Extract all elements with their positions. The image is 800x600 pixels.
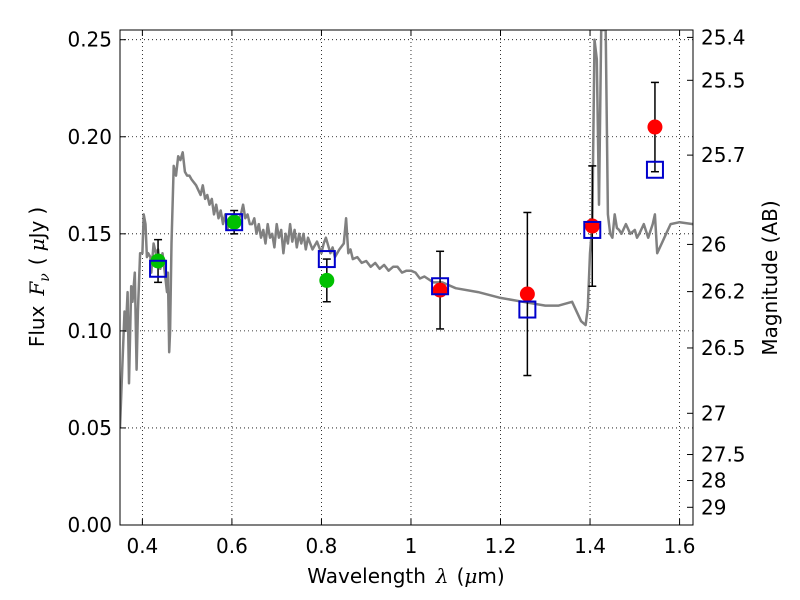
magnitude-tick-label: 27 bbox=[701, 401, 726, 425]
model-photometry-square bbox=[431, 277, 450, 296]
observed-point-red bbox=[432, 282, 448, 298]
y-axis-ticks: 0.00 0.05 0.10 0.15 0.20 0.25 bbox=[67, 28, 126, 537]
magnitude-tick-label: 29 bbox=[701, 495, 726, 519]
y-tick-label: 0.20 bbox=[67, 125, 112, 149]
model-spectrum-line bbox=[120, 30, 693, 428]
y-tick-label: 0.05 bbox=[67, 416, 112, 440]
x-tick-label: 1.2 bbox=[485, 534, 517, 558]
magnitude-tick-label: 25.4 bbox=[701, 25, 746, 49]
model-photometry-square bbox=[583, 220, 602, 239]
magnitude-tick-label: 26.5 bbox=[701, 336, 746, 360]
x-tick-label: 1.4 bbox=[574, 534, 606, 558]
y-tick-label: 0.10 bbox=[67, 319, 112, 343]
model-photometry-square bbox=[645, 160, 664, 179]
x-tick-label: 1.6 bbox=[664, 534, 696, 558]
magnitude-tick-label: 26.2 bbox=[701, 280, 746, 304]
x-axis-ticks: 0.4 0.6 0.8 1 1.2 1.4 1.6 bbox=[126, 30, 695, 558]
observed-point-red bbox=[584, 218, 600, 234]
x-tick-label: 0.8 bbox=[306, 534, 338, 558]
grid-lines bbox=[120, 30, 693, 525]
x-tick-label: 1 bbox=[405, 534, 418, 558]
x-axis-title: Wavelength λ (μm) bbox=[307, 564, 504, 588]
magnitude-tick-label: 26 bbox=[701, 232, 726, 256]
y-tick-label: 0.25 bbox=[67, 28, 112, 52]
model-photometry-square bbox=[317, 250, 336, 269]
model-spectrum-group bbox=[120, 30, 693, 428]
magnitude-tick-label: 25.5 bbox=[701, 68, 746, 92]
y2-axis-title: Magnitude (AB) bbox=[758, 200, 782, 355]
observed-point-red bbox=[519, 286, 535, 302]
observed-point-green bbox=[226, 214, 242, 230]
magnitude-tick-label: 27.5 bbox=[701, 443, 746, 467]
model-photometry-square bbox=[225, 213, 244, 232]
magnitude-tick-label: 28 bbox=[701, 469, 726, 493]
y-axis-title: FluxFν(μJy) bbox=[25, 207, 53, 347]
plot-frame bbox=[119, 29, 694, 526]
x-tick-label: 0.6 bbox=[216, 534, 248, 558]
model-photometry-square bbox=[518, 300, 537, 319]
observed-point-green bbox=[319, 272, 335, 288]
observed-point-red bbox=[647, 119, 663, 135]
model-photometry-square bbox=[149, 259, 168, 278]
y-tick-label: 0.15 bbox=[67, 222, 112, 246]
x-tick-label: 0.4 bbox=[126, 534, 158, 558]
magnitude-tick-label: 25.7 bbox=[701, 143, 746, 167]
model-photometry-group bbox=[149, 160, 664, 319]
y-tick-label: 0.00 bbox=[67, 513, 112, 537]
